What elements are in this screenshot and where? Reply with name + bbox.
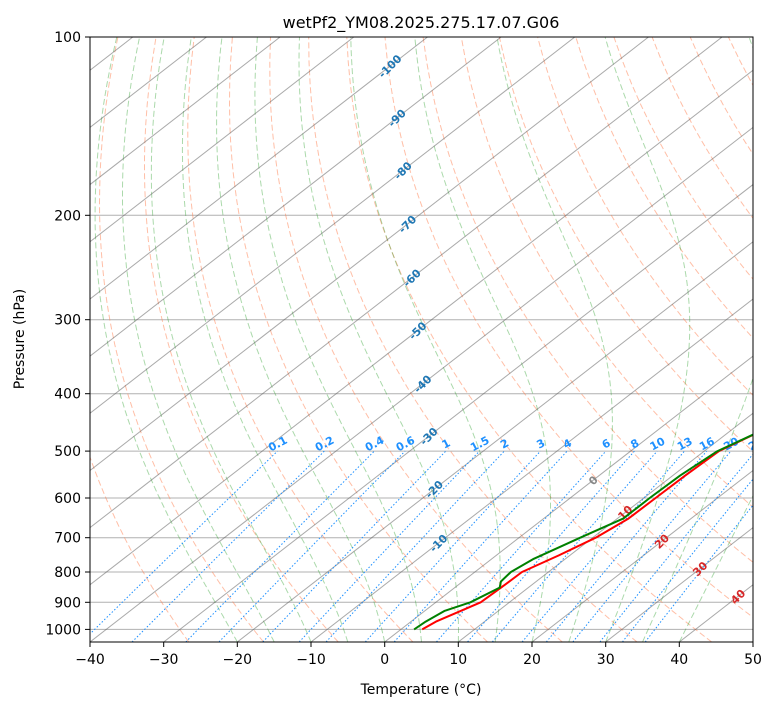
moist-adiabat (122, 37, 275, 642)
dry-adiabat (460, 37, 753, 508)
x-axis-title: Temperature (°C) (360, 682, 482, 698)
moist-adiabat (216, 37, 386, 642)
mixing-ratio-line (218, 450, 406, 642)
isotherm (90, 37, 428, 300)
plot-background (90, 37, 753, 642)
mixing-ratio-line (90, 450, 278, 635)
moist-adiabat (678, 494, 753, 642)
y-tick-label: 300 (54, 313, 81, 329)
isotherms (90, 37, 753, 642)
dry-adiabat (90, 455, 190, 642)
mixing-ratio-label: 25 (746, 435, 766, 454)
moist-adiabat (254, 37, 422, 642)
x-tick-label: 20 (523, 652, 541, 668)
moist-adiabat (298, 37, 459, 642)
x-tick-label: −30 (149, 652, 179, 668)
isotherm (90, 37, 649, 472)
isotherm (605, 527, 753, 642)
x-tick-label: −20 (223, 652, 253, 668)
x-tick-label: 50 (744, 652, 762, 668)
y-axis-title: Pressure (hPa) (12, 289, 28, 389)
mixing-ratio-line (491, 450, 658, 642)
x-tick-label: 40 (670, 652, 688, 668)
profile-series (413, 433, 753, 631)
y-tick-label: 700 (54, 531, 81, 547)
x-tick-label: −10 (296, 652, 326, 668)
mixing-ratio-label: 13 (675, 435, 695, 454)
moist-adiabat (181, 37, 349, 642)
isotherm (90, 37, 723, 529)
isotherm (90, 69, 753, 586)
mixing-ratio-line (262, 450, 447, 642)
y-tick-label: 500 (54, 444, 81, 460)
isotherm (90, 37, 281, 186)
mixing-ratio-label: 10 (648, 435, 668, 454)
y-tick-label: 400 (54, 387, 81, 403)
x-tick-label: 0 (380, 652, 389, 668)
mixing-ratio-line (521, 450, 685, 642)
dry-adiabat (228, 37, 488, 642)
isotherm (163, 183, 753, 642)
mixing-ratio-line (436, 450, 607, 642)
temperature-profile (421, 433, 753, 631)
dry-adiabat (308, 37, 638, 642)
y-tick-label: 1000 (45, 622, 81, 638)
mixing-ratio-line (298, 450, 480, 642)
isotherm (90, 37, 355, 243)
x-tick-label: −40 (75, 652, 105, 668)
isotherm (384, 355, 753, 642)
mixing-ratio-line (364, 450, 541, 642)
moist-adiabat (350, 37, 501, 642)
moist-adiabat (496, 37, 613, 642)
dewpoint-profile (413, 433, 753, 631)
mixing-ratio-line (185, 450, 375, 642)
isotherm (90, 37, 502, 357)
y-tick-label: 800 (54, 565, 81, 581)
moist-adiabat (414, 37, 551, 642)
y-tick-label: 600 (54, 491, 81, 507)
mixing-ratio-line (622, 478, 753, 642)
axes: −40 −30 −20 −10 0 10 20 30 40 50 100 200 300 400 500 60… (45, 30, 762, 668)
plot-frame (89, 36, 754, 643)
dry-adiabat (384, 37, 753, 618)
isotherm (236, 241, 753, 642)
x-tick-label: 30 (597, 652, 615, 668)
y-tick-label: 100 (54, 30, 81, 46)
dry-adiabat (144, 37, 339, 642)
dry-adiabat (98, 37, 264, 642)
moist-adiabats (94, 37, 753, 642)
chart-title: wetPf2_YM08.2025.275.17.07.G06 (283, 13, 560, 33)
moist-adiabat (94, 37, 238, 642)
isotherm (531, 469, 753, 642)
x-tick-label: 10 (449, 652, 467, 668)
pressure-grid (90, 37, 753, 630)
moist-adiabat (604, 37, 691, 642)
mixing-ratio-line (599, 453, 753, 642)
y-tick-label: 900 (54, 595, 81, 611)
mixing-ratio-label: 16 (697, 435, 717, 454)
isotherm (310, 298, 753, 642)
dry-adiabat (422, 37, 753, 563)
y-tick-label: 200 (54, 208, 81, 224)
mixing-ratio-line (325, 450, 505, 642)
isotherm (90, 37, 576, 414)
mixing-ratio-lines (90, 450, 753, 642)
moist-adiabat (642, 37, 753, 642)
isotherm (90, 126, 753, 642)
mixing-ratio-line (644, 504, 753, 642)
